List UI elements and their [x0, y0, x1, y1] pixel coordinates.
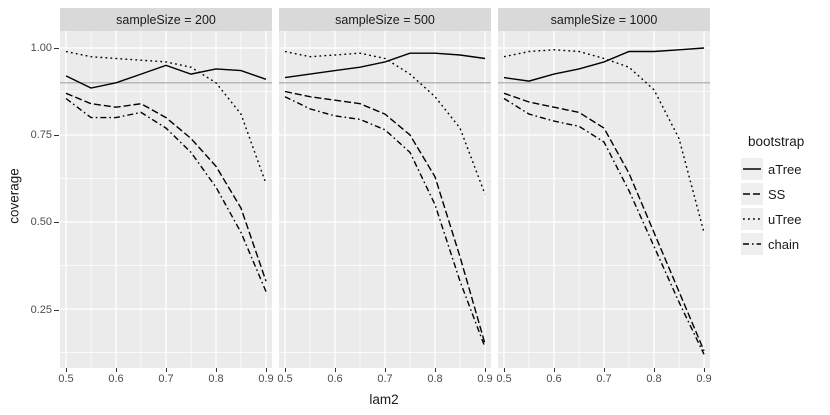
series-line-chain — [284, 96, 486, 348]
legend-entry-utree: uTree — [741, 208, 830, 230]
y-tick-label-100: 1.00 — [30, 42, 52, 54]
x-tick-label: 0.7 — [377, 373, 393, 385]
series-line-uTree — [65, 50, 267, 184]
legend-label-ss: SS — [768, 186, 786, 202]
facet-strip-label: sampleSize = 500 — [335, 12, 435, 27]
facet-strip-samplesize-200: sampleSize = 200 — [60, 8, 272, 31]
legend-label-atree: aTree — [768, 161, 802, 177]
x-tick-mark — [704, 368, 705, 372]
series-line-aTree — [65, 64, 267, 89]
x-axis-title: lam2 — [369, 392, 399, 407]
x-tick-label: 0.8 — [427, 373, 443, 385]
legend-key-atree — [741, 158, 763, 180]
series-line-uTree — [503, 49, 705, 233]
x-tick-mark — [216, 368, 217, 372]
x-tick-label: 0.6 — [108, 373, 124, 385]
legend-key-chain — [741, 233, 763, 255]
legend-entry-ss: SS — [741, 183, 830, 205]
x-tick-mark — [485, 368, 486, 372]
legend-key-ss — [741, 183, 763, 205]
x-tick-label: 0.5 — [58, 373, 74, 385]
x-tick-mark — [604, 368, 605, 372]
x-tick-mark — [335, 368, 336, 372]
legend-key-utree — [741, 208, 763, 230]
series-line-uTree — [284, 50, 486, 195]
legend-label-chain: chain — [768, 236, 800, 252]
facet-strip-samplesize-500: sampleSize = 500 — [279, 8, 491, 31]
facet-strip-samplesize-1000: sampleSize = 1000 — [498, 8, 710, 31]
series-line-aTree — [284, 52, 486, 79]
series-line-aTree — [503, 47, 705, 82]
y-tick-mark — [54, 310, 59, 311]
series-line-SS — [503, 92, 705, 352]
x-tick-mark — [66, 368, 67, 372]
x-tick-mark — [285, 368, 286, 372]
x-tick-label: 0.8 — [646, 373, 662, 385]
legend-title: bootstrap — [748, 134, 805, 149]
facet-strip-label: sampleSize = 200 — [116, 12, 216, 27]
series-line-SS — [284, 90, 486, 344]
series-line-chain — [65, 97, 267, 292]
panel-plot-samplesize-1000 — [498, 31, 710, 368]
legend-entry-atree: aTree — [741, 158, 830, 180]
legend-label-utree: uTree — [768, 211, 802, 227]
x-tick-label: 0.5 — [277, 373, 293, 385]
x-tick-label: 0.5 — [496, 373, 512, 385]
x-tick-label: 0.7 — [158, 373, 174, 385]
y-tick-mark — [54, 135, 59, 136]
y-tick-label-025: 0.25 — [30, 304, 52, 316]
y-tick-mark — [54, 222, 59, 223]
x-tick-label: 0.9 — [477, 373, 493, 385]
y-tick-label-050: 0.50 — [30, 216, 52, 228]
series-line-chain — [503, 97, 705, 355]
x-tick-mark — [504, 368, 505, 372]
y-tick-label-075: 0.75 — [30, 129, 52, 141]
x-tick-mark — [116, 368, 117, 372]
x-tick-mark — [266, 368, 267, 372]
x-tick-label: 0.6 — [327, 373, 343, 385]
panel-plot-samplesize-500 — [279, 31, 491, 368]
x-tick-mark — [435, 368, 436, 372]
legend-entry-chain: chain — [741, 233, 830, 255]
x-tick-label: 0.9 — [696, 373, 712, 385]
x-tick-label: 0.6 — [546, 373, 562, 385]
x-tick-mark — [166, 368, 167, 372]
x-tick-label: 0.7 — [596, 373, 612, 385]
x-tick-label: 0.9 — [258, 373, 274, 385]
x-tick-mark — [554, 368, 555, 372]
y-tick-mark — [54, 48, 59, 49]
facet-strip-label: sampleSize = 1000 — [550, 12, 658, 27]
legend: bootstrap aTree SS uTree chain — [740, 134, 830, 258]
series-line-SS — [65, 92, 267, 282]
panel-plot-samplesize-200 — [60, 31, 272, 368]
x-tick-label: 0.8 — [208, 373, 224, 385]
x-tick-mark — [385, 368, 386, 372]
x-tick-mark — [654, 368, 655, 372]
